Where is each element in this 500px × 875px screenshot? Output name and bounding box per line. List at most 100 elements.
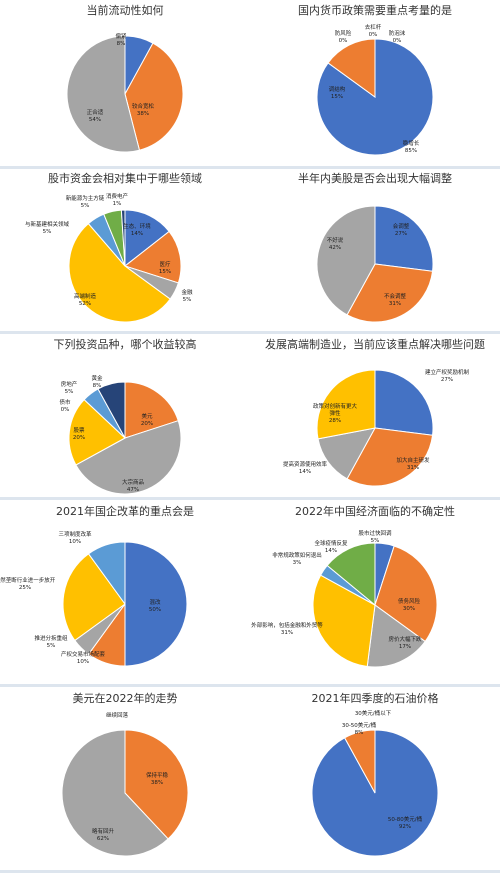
slice-data-label: 全球疫情反复 14% [314,539,348,554]
pie-slice [316,205,376,316]
slice-data-label: 30-50美元/桶 8% [342,721,377,736]
slice-data-label: 自然垄断行业进一步放开 25% [0,576,56,591]
pie-slice [326,542,376,607]
pie-slice [87,541,126,606]
pie-chart: 会调整 27% 不会调整 31% 不好说 42% [316,205,434,323]
pie-slice [346,427,434,487]
slice-data-label: 正合适 54% [87,108,104,123]
slice-data-label: 较合宽松 38% [132,102,155,117]
slice-data-label: 外部影响，包括金融和外贸等 31% [251,621,323,636]
pie-slice [124,381,179,439]
slice-data-label: 推进分拆重组 5% [34,634,68,649]
slice-data-label: 高端制造 52% [74,292,97,307]
chart-title: 半年内美股是否会出现大幅调整 [298,172,452,185]
pie-slice [68,398,126,466]
slice-data-label: 新能源为主方链 5% [66,194,105,209]
slice-data-label: 房地产 5% [61,380,78,395]
pie-slice [312,574,376,668]
pie-slice [61,729,169,857]
slice-data-label: 房价大幅下跌 17% [388,635,422,650]
chart-panel-liquidity: 当前流动性如何 偏紧 8% 较合宽松 38% 正合适 54% [0,2,250,164]
slice-data-label: 政策对创新有更大弹性 28% [313,402,358,424]
row-divider [0,497,500,500]
chart-panel-usd-trend: 美元在2022年的走势 继续回落保持平稳 38% 略有回升 62% [0,690,250,870]
pie-slice [374,369,434,436]
slice-data-label: 30美元/桶以下 [355,709,392,717]
slice-data-label: 大宗商品 47% [122,478,145,493]
chart-title: 国内货币政策需要重点考量的是 [298,4,452,17]
pie-slice [343,729,376,794]
slice-data-label: 继续回落 [106,711,129,719]
slice-data-label: 不会调整 31% [384,292,407,307]
pie-slice [124,209,170,268]
row-divider [0,166,500,169]
slice-data-label: 会调整 27% [393,222,410,237]
chart-panel-soe-reform: 2021年国企改革的重点会是 混改 50% 产权交易市场配套 10% 推进分拆重组 5% 自… [0,503,250,683]
chart-title: 2021年四季度的石油价格 [311,692,439,705]
pie-chart: 稳增长 85% 调结构 15% 防风险 0% 去杠杆 0% 防泡沫 0% [316,23,434,156]
slice-data-label: 黄金 8% [91,374,103,389]
slice-data-label: 产权交易市场配套 10% [61,650,106,665]
slice-data-label: 防风险 0% [335,29,352,44]
slice-data-label: 偏紧 8% [115,32,127,47]
pie-chart: 50-80美元/桶 92% 30-50美元/桶 8% 30美元/桶以下 [311,709,439,857]
pie-chart: 生态、环境 14% 医疗 15% 金融 5% 高端制造 52% 与新基建相关领域 5% 新能源为主方… [25,192,193,323]
slice-data-label: 防泡沫 0% [389,29,406,44]
slice-data-label: 股市过快回调 5% [358,529,392,544]
slice-data-label: 金融 5% [181,288,193,303]
chart-title: 股市资金会相对集中于哪些领域 [48,172,202,185]
slice-data-label: 加大自主研发 31% [396,456,430,471]
chart-title: 美元在2022年的走势 [72,692,178,705]
pie-slice [124,729,189,840]
pie-slice [124,42,184,151]
chart-title: 下列投资品种，哪个收益较高 [53,338,197,351]
pie-chart: 建立产权奖励机制 27% 加大自主研发 31% 提高资源使用效率 14% 政策对创新有更大弹… [283,368,470,487]
slice-data-label: 生态、环境 14% [123,222,151,237]
slice-data-label: 提高资源使用效率 14% [283,460,328,475]
slice-data-label: 非常规政策如何退出 3% [272,551,322,566]
row-divider [0,684,500,687]
slice-data-label: 保持平稳 38% [146,771,169,786]
chart-title: 发展高端制造业，当前应该重点解决哪些问题 [265,338,485,351]
chart-panel-economic-uncertainty: 2022年中国经济面临的不确定性 股市过快回调 5% 债务风险 30% 房价大幅下跌 17… [250,503,500,683]
pie-slice [97,381,126,439]
slice-data-label: 三项制度改革 10% [58,530,92,545]
pie-chart: 偏紧 8% 较合宽松 38% 正合适 54% [66,32,184,153]
chart-title: 当前流动性如何 [86,4,164,17]
chart-panel-oil-price: 2021年四季度的石油价格 50-80美元/桶 92% 30-50美元/桶 8% 30美… [250,690,500,870]
pie-slice [346,263,434,323]
pie-chart: 美元 20% 大宗商品 47% 股票 20% 债市 0% 房地产 5% 黄金 8% [59,374,182,495]
pie-slice [366,604,426,668]
pie-slice [66,35,141,153]
chart-panel-stock-sectors: 股市资金会相对集中于哪些领域 生态、环境 14% 医疗 15% 金融 5% 高端制造 52% 与… [0,170,250,330]
slice-data-label: 不好说 42% [327,236,344,251]
pie-slice [317,427,376,480]
chart-panel-manufacturing: 发展高端制造业，当前应该重点解决哪些问题 建立产权奖励机制 27% 加大自主研发 31… [250,336,500,496]
slice-data-label: 美元 20% [141,412,153,427]
slice-data-label: 消费电产 1% [106,192,129,207]
slice-data-label: 调结构 15% [329,85,346,100]
pie-chart: 混改 50% 产权交易市场配套 10%推进分拆重组 5% 自然垄断行业进一步放开 25% 三项… [0,530,188,667]
pie-slice [374,545,438,643]
row-divider [0,870,500,873]
slice-data-label: 医疗 15% [159,260,171,275]
slice-data-label: 略有回升 62% [92,827,115,842]
pie-slice [374,205,434,272]
chart-title: 2022年中国经济面临的不确定性 [295,505,455,518]
pie-slice [62,553,126,642]
chart-panel-us-stocks: 半年内美股是否会出现大幅调整 会调整 27% 不会调整 31% 不好说 42% [250,170,500,330]
pie-slice [327,38,376,98]
pie-slice [316,369,376,440]
slice-data-label: 债务风险 30% [398,597,421,612]
slice-data-label: 建立产权奖励机制 27% [425,368,470,383]
slice-data-label: 去杠杆 0% [365,23,382,38]
chart-panel-investment-returns: 下列投资品种，哪个收益较高 美元 20% 大宗商品 47% 股票 20% 债市 0% 房地产 5%… [0,336,250,496]
slice-data-label: 股票 20% [73,427,85,441]
slice-data-label: 与新基建相关领域 5% [25,220,70,235]
pie-chart: 股市过快回调 5% 债务风险 30% 房价大幅下跌 17% 外部影响，包括金融和外贸等 31%… [251,529,438,668]
slice-data-label: 稳增长 85% [403,139,420,154]
pie-slice [120,209,126,267]
slice-data-label: 混改 50% [149,598,161,613]
slice-data-label: 50-80美元/桶 92% [388,815,423,830]
